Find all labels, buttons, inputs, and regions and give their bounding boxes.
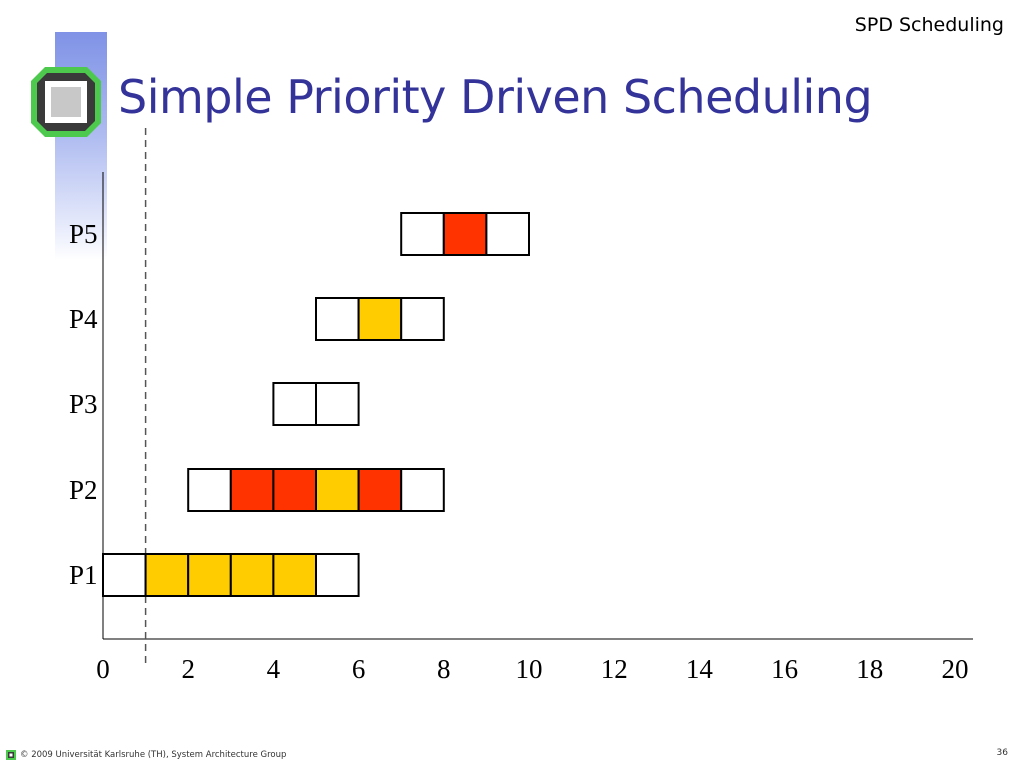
x-tick-label: 0: [96, 654, 110, 684]
time-slot-box: [357, 468, 403, 512]
university-mini-logo-icon: [6, 750, 16, 760]
university-logo-icon: [31, 67, 101, 137]
x-tick-label: 6: [352, 654, 366, 684]
time-slot-box: [272, 553, 317, 597]
section-label: SPD Scheduling: [854, 14, 1004, 36]
footer: © 2009 Universität Karlsruhe (TH), Syste…: [6, 750, 286, 760]
time-slot-box: [272, 468, 317, 512]
time-slot-box: [442, 212, 488, 256]
time-slot-box: [144, 553, 190, 597]
row-label: P1: [69, 560, 98, 590]
copyright-text: © 2009 Universität Karlsruhe (TH), Syste…: [20, 750, 287, 760]
time-slot-box: [400, 297, 445, 341]
x-tick-label: 12: [601, 654, 628, 684]
x-tick-label: 14: [686, 654, 714, 684]
time-slot-box: [272, 382, 317, 426]
time-slot-box: [229, 553, 275, 597]
time-slot-box: [315, 468, 360, 512]
x-tick-label: 18: [856, 654, 883, 684]
x-tick-label: 8: [437, 654, 451, 684]
x-tick-label: 16: [771, 654, 798, 684]
row-label: P4: [69, 304, 98, 334]
time-slot-box: [187, 553, 232, 597]
time-slot-box: [485, 212, 530, 256]
time-slot-box: [102, 553, 147, 597]
x-tick-label: 20: [942, 654, 969, 684]
time-slot-box: [315, 382, 360, 426]
time-slot-box: [400, 468, 445, 512]
x-tick-label: 2: [181, 654, 195, 684]
page-number: 36: [996, 748, 1008, 758]
time-slot-box: [229, 468, 275, 512]
row-label: P3: [69, 389, 98, 419]
x-tick-label: 4: [267, 654, 281, 684]
slide-title: Simple Priority Driven Scheduling: [118, 70, 873, 124]
x-tick-label: 10: [516, 654, 543, 684]
time-slot-box: [187, 468, 232, 512]
time-slot-box: [315, 297, 360, 341]
row-label: P2: [69, 475, 98, 505]
time-slot-box: [400, 212, 445, 256]
time-slot-box: [315, 553, 360, 597]
row-label: P5: [69, 219, 98, 249]
time-slot-box: [357, 297, 403, 341]
